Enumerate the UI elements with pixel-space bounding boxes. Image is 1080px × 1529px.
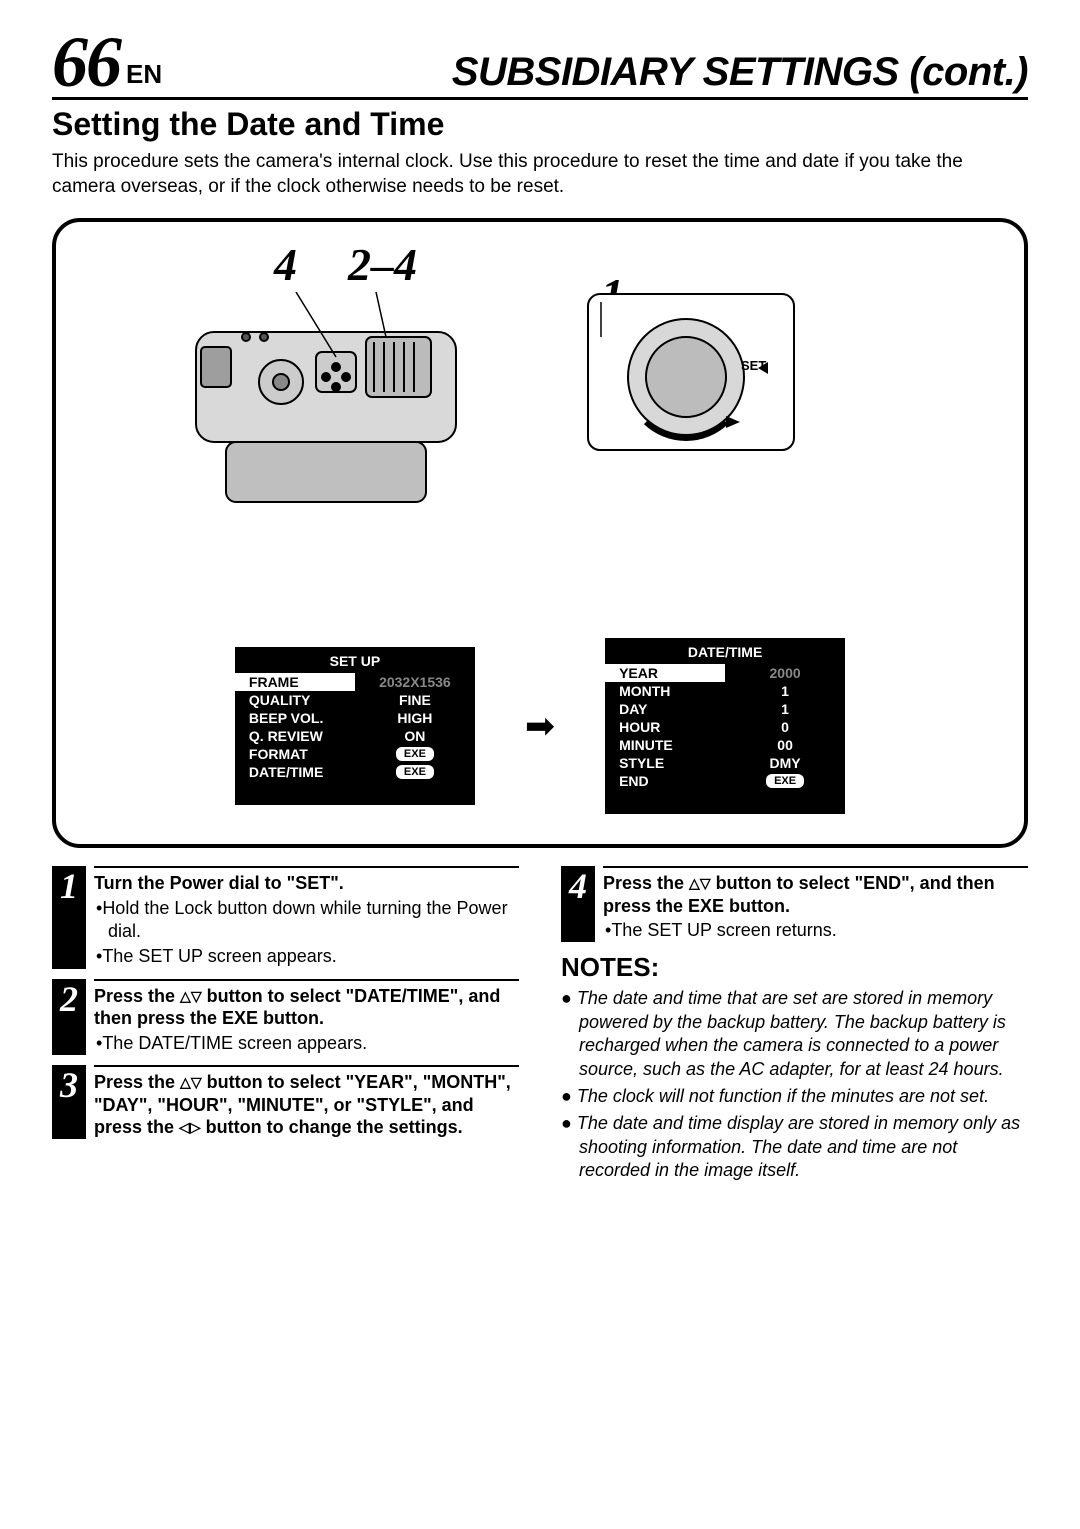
note-item: The clock will not function if the minut… (561, 1085, 1028, 1108)
camera-illustration (186, 292, 506, 527)
notes-list: The date and time that are set are store… (561, 987, 1028, 1182)
setup-menu-rows: FRAME2032X1536QUALITYFINEBEEP VOL.HIGHQ.… (235, 673, 475, 781)
menu-row: DAY1 (605, 700, 845, 718)
note-item: The date and time that are set are store… (561, 987, 1028, 1081)
datetime-menu: DATE/TIME YEAR2000MONTH1DAY1HOUR0MINUTE0… (605, 638, 845, 814)
menu-row-value: EXE (355, 763, 475, 781)
menu-row-value: 1 (725, 682, 845, 700)
step-3-head: Press the △▽ button to select "YEAR", "M… (94, 1071, 519, 1139)
step-2: 2 Press the △▽ button to select "DATE/TI… (52, 979, 519, 1055)
header-title: SUBSIDIARY SETTINGS (cont.) (452, 50, 1028, 95)
step-1-num: 1 (52, 866, 86, 969)
menu-row-label: YEAR (605, 664, 725, 682)
menu-row: MONTH1 (605, 682, 845, 700)
setup-menu-title: SET UP (235, 653, 475, 669)
menu-screens: SET UP FRAME2032X1536QUALITYFINEBEEP VOL… (56, 638, 1024, 814)
menu-row: Q. REVIEWON (235, 727, 475, 745)
step-2-b1: •The DATE/TIME screen appears. (94, 1032, 519, 1055)
menu-row: END EXE (605, 772, 845, 790)
callout-4: 4 (274, 238, 297, 291)
step-1-b2: •The SET UP screen appears. (94, 945, 519, 968)
triangle-down-icon: ▽ (191, 988, 202, 1004)
menu-row-label: MONTH (605, 682, 725, 700)
menu-row-label: BEEP VOL. (235, 709, 355, 727)
menu-row-value: EXE (355, 745, 475, 763)
step-1-head: Turn the Power dial to "SET". (94, 872, 519, 895)
menu-row-value: 2032X1536 (355, 673, 475, 691)
menu-row-label: END (605, 772, 725, 790)
note-item: The date and time display are stored in … (561, 1112, 1028, 1182)
setup-menu: SET UP FRAME2032X1536QUALITYFINEBEEP VOL… (235, 647, 475, 805)
page-number-value: 66 (52, 30, 120, 95)
step-4-num: 4 (561, 866, 595, 942)
menu-row-label: HOUR (605, 718, 725, 736)
datetime-menu-rows: YEAR2000MONTH1DAY1HOUR0MINUTE00STYLEDMYE… (605, 664, 845, 790)
section-intro: This procedure sets the camera's interna… (52, 149, 1028, 200)
menu-row-label: MINUTE (605, 736, 725, 754)
notes-title: NOTES: (561, 952, 1028, 983)
steps-col-right: 4 Press the △▽ button to select "END", a… (561, 866, 1028, 1187)
step-1-b1: •Hold the Lock button down while turning… (94, 897, 519, 944)
page-lang: EN (126, 63, 162, 86)
step-4-head: Press the △▽ button to select "END", and… (603, 872, 1028, 917)
triangle-down-icon: ▽ (700, 875, 711, 891)
exe-badge: EXE (396, 765, 434, 779)
steps-col-left: 1 Turn the Power dial to "SET". •Hold th… (52, 866, 519, 1187)
menu-row: STYLEDMY (605, 754, 845, 772)
step-3-body: Press the △▽ button to select "YEAR", "M… (94, 1065, 519, 1139)
triangle-up-icon: △ (689, 875, 700, 891)
menu-row: BEEP VOL.HIGH (235, 709, 475, 727)
step-2-body: Press the △▽ button to select "DATE/TIME… (94, 979, 519, 1055)
step-4-b1: •The SET UP screen returns. (603, 919, 1028, 942)
step-2-head: Press the △▽ button to select "DATE/TIME… (94, 985, 519, 1030)
menu-row-value: ON (355, 727, 475, 745)
menu-row: FORMAT EXE (235, 745, 475, 763)
menu-row-value: EXE (725, 772, 845, 790)
callout-2-4: 2–4 (348, 238, 417, 291)
menu-row: HOUR0 (605, 718, 845, 736)
dial-illustration: SET (586, 292, 796, 457)
datetime-menu-title: DATE/TIME (605, 644, 845, 660)
menu-row-label: FORMAT (235, 745, 355, 763)
menu-row-value: DMY (725, 754, 845, 772)
exe-badge: EXE (396, 747, 434, 761)
menu-row-label: STYLE (605, 754, 725, 772)
menu-row: QUALITYFINE (235, 691, 475, 709)
page-header: 66 EN SUBSIDIARY SETTINGS (cont.) (52, 30, 1028, 100)
menu-row-value: 00 (725, 736, 845, 754)
step-4-body: Press the △▽ button to select "END", and… (603, 866, 1028, 942)
triangle-left-icon: ◁ (179, 1119, 190, 1135)
figure-box: 4 2–4 1 (52, 218, 1028, 848)
menu-row-label: DAY (605, 700, 725, 718)
callout-1-line (516, 282, 606, 402)
menu-row-value: 2000 (725, 664, 845, 682)
triangle-right-icon: ▷ (190, 1119, 201, 1135)
menu-row-label: DATE/TIME (235, 763, 355, 781)
menu-row-value: HIGH (355, 709, 475, 727)
menu-row: YEAR2000 (605, 664, 845, 682)
step-1-body: Turn the Power dial to "SET". •Hold the … (94, 866, 519, 969)
menu-row-value: 1 (725, 700, 845, 718)
exe-badge: EXE (766, 774, 804, 788)
menu-row-label: QUALITY (235, 691, 355, 709)
menu-row-value: FINE (355, 691, 475, 709)
arrow-icon: ➡ (525, 705, 555, 747)
menu-row-label: FRAME (235, 673, 355, 691)
page-number: 66 EN (52, 30, 162, 95)
step-3-num: 3 (52, 1065, 86, 1139)
triangle-up-icon: △ (180, 988, 191, 1004)
step-4: 4 Press the △▽ button to select "END", a… (561, 866, 1028, 942)
step-3: 3 Press the △▽ button to select "YEAR", … (52, 1065, 519, 1139)
menu-row-label: Q. REVIEW (235, 727, 355, 745)
steps-area: 1 Turn the Power dial to "SET". •Hold th… (52, 866, 1028, 1187)
menu-row-value: 0 (725, 718, 845, 736)
menu-row: DATE/TIME EXE (235, 763, 475, 781)
triangle-up-icon: △ (180, 1074, 191, 1090)
triangle-down-icon: ▽ (191, 1074, 202, 1090)
step-1: 1 Turn the Power dial to "SET". •Hold th… (52, 866, 519, 969)
step-2-num: 2 (52, 979, 86, 1055)
menu-row: FRAME2032X1536 (235, 673, 475, 691)
menu-row: MINUTE00 (605, 736, 845, 754)
section-title: Setting the Date and Time (52, 106, 1028, 143)
